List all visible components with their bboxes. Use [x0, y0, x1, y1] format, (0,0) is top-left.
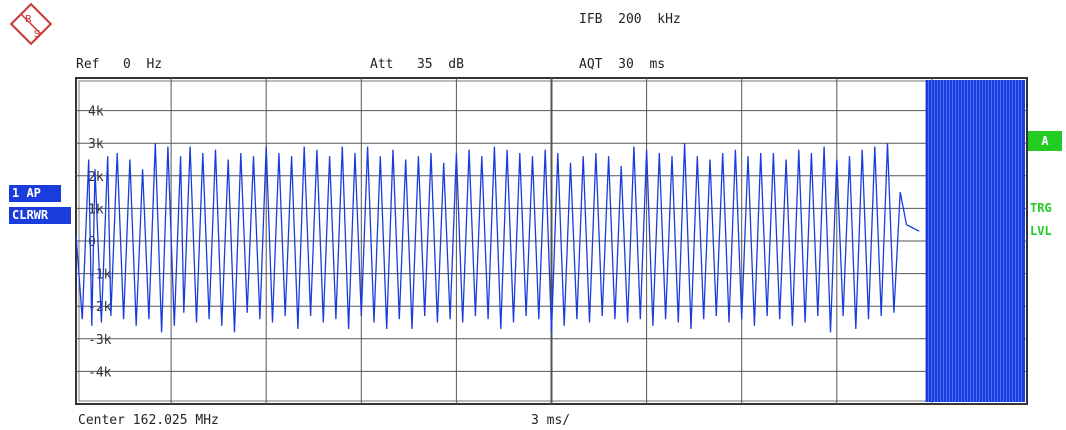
y-tick-label: 4k: [88, 105, 104, 120]
trace-line: [75, 143, 920, 333]
logo-letter-s: S: [34, 29, 40, 40]
y-tick-label: 0: [88, 235, 96, 250]
marker-a-box: A: [1028, 131, 1062, 151]
trace-mode-badge: 1 AP: [9, 185, 61, 202]
y-tick-label: -3k: [88, 333, 112, 348]
trace-noise-block: [925, 80, 1025, 402]
trigger-indicator: TRG: [1030, 201, 1052, 215]
center-frequency: Center 162.025 MHz: [78, 413, 219, 428]
ref-readout: Ref 0 Hz: [76, 57, 163, 72]
rohde-schwarz-logo: R S: [9, 2, 53, 46]
time-per-division: 3 ms/: [531, 413, 571, 428]
logo-letter-r: R: [25, 14, 32, 25]
att-readout: Att 35 dB: [370, 57, 464, 72]
aqt-readout: AQT 30 ms: [579, 57, 666, 72]
y-tick-label: -4k: [88, 365, 112, 380]
y-tick-label: -2k: [88, 300, 112, 315]
y-tick-label: 1k: [88, 202, 104, 217]
trace-detector-badge: CLRWR: [9, 207, 71, 224]
y-tick-label: 3k: [88, 137, 104, 152]
level-indicator: LVL: [1030, 224, 1052, 238]
ifb-readout: IFB 200 kHz: [579, 12, 681, 27]
